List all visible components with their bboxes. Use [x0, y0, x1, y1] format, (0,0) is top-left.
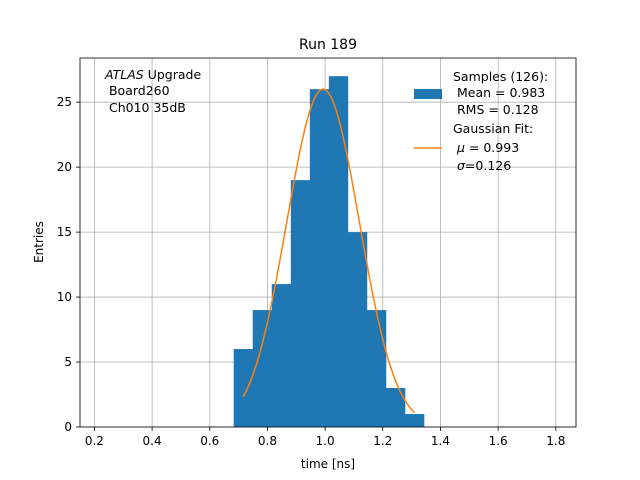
annotation-line-1: ATLAS Upgrade	[104, 67, 201, 82]
legend-histogram-line-1: Samples (126):	[453, 69, 548, 84]
legend-mu-symbol: μ	[456, 140, 465, 155]
histogram-bar	[290, 180, 311, 427]
legend-sigma-symbol: σ	[457, 158, 466, 173]
legend-sigma-value: =0.126	[465, 158, 511, 173]
x-tick-label: 1.8	[546, 434, 565, 448]
legend-histogram-swatch	[414, 89, 442, 99]
annotation-upgrade: Upgrade	[144, 67, 202, 82]
annotation-line-3: Ch010 35dB	[105, 100, 186, 115]
histogram-bar	[328, 76, 349, 428]
x-axis-label: time [ns]	[301, 457, 355, 471]
histogram-bar	[385, 388, 406, 427]
histogram-bar	[233, 349, 254, 427]
gaussian-fit-curve	[242, 88, 416, 414]
x-axis-ticks: 0.2 0.4 0.6 0.8 1.0 1.2 1.4 1.6 1.8	[85, 427, 565, 448]
plot-frame	[79, 57, 577, 428]
legend-fit-line-2: μ = 0.993	[453, 140, 519, 155]
y-tick-label: 10	[57, 290, 72, 304]
y-axis-ticks: 0 5 10 15 20 25	[57, 95, 80, 434]
legend: Samples (126): Mean = 0.983 RMS = 0.128 …	[414, 69, 548, 173]
x-tick-label: 0.2	[85, 434, 104, 448]
legend-histogram-line-3: RMS = 0.128	[453, 102, 539, 117]
legend-mu-value: = 0.993	[465, 140, 519, 155]
y-tick-label: 15	[57, 225, 72, 239]
annotation-line-2: Board260	[105, 83, 170, 98]
x-tick-label: 0.6	[200, 434, 219, 448]
y-tick-label: 25	[57, 95, 72, 109]
y-tick-label: 5	[64, 355, 72, 369]
y-tick-label: 0	[64, 420, 72, 434]
x-tick-label: 0.8	[258, 434, 277, 448]
histogram-bar	[347, 232, 368, 427]
annotation-box: ATLAS Upgrade Board260 Ch010 35dB	[104, 67, 201, 115]
x-tick-label: 1.4	[431, 434, 450, 448]
histogram-bar	[271, 284, 292, 427]
legend-fit-line-1: Gaussian Fit:	[453, 121, 533, 136]
x-tick-label: 1.0	[316, 434, 335, 448]
legend-fit-line-3: σ=0.126	[453, 158, 511, 173]
histogram-bar	[404, 414, 425, 427]
x-tick-label: 1.2	[373, 434, 392, 448]
legend-histogram-line-2: Mean = 0.983	[453, 85, 545, 100]
y-tick-label: 20	[57, 160, 72, 174]
y-axis-label: Entries	[32, 221, 46, 263]
chart-title: Run 189	[299, 37, 357, 53]
histogram-bar	[309, 89, 330, 427]
histogram-bar	[366, 310, 387, 427]
x-tick-label: 1.6	[489, 434, 508, 448]
histogram-bar	[252, 310, 273, 427]
annotation-atlas: ATLAS	[104, 67, 144, 82]
x-tick-label: 0.4	[143, 434, 162, 448]
histogram-bars	[233, 76, 425, 428]
